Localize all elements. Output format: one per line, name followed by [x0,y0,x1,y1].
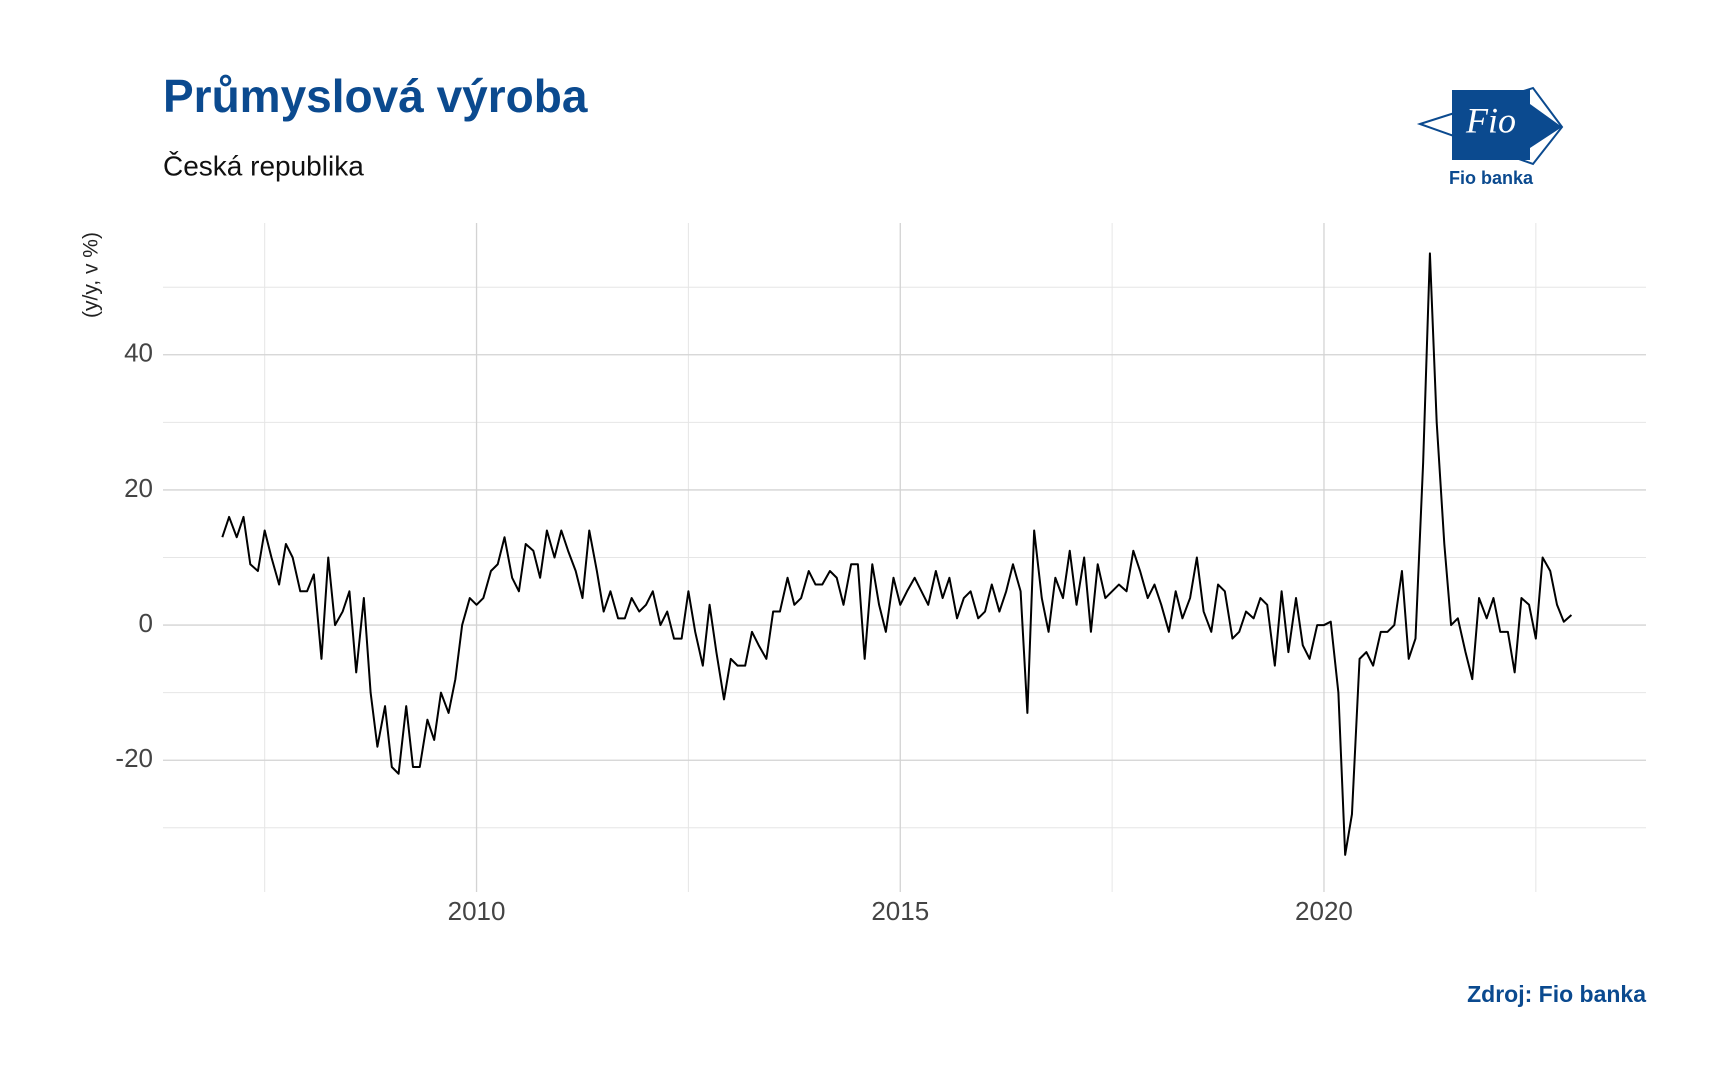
y-tick-label: 20 [124,473,153,503]
logo-name: Fio banka [1449,168,1534,188]
chart-subtitle: Česká republika [163,150,364,181]
y-axis-label: (y/y, v %) [80,232,103,318]
logo-mark: Fio [1465,100,1516,140]
source-note: Zdroj: Fio banka [1467,981,1646,1007]
x-tick-label: 2015 [871,896,929,926]
data-line [221,252,1573,856]
plot-area: -20 0 20 40 2010 2015 2020 [115,223,1646,926]
x-tick-label: 2010 [448,896,506,926]
logo-square [1452,90,1530,160]
y-tick-label: 0 [139,608,153,638]
chart-title: Průmyslová výroba [163,70,588,122]
logo-tip [1530,104,1562,148]
y-tick-label: -20 [115,743,153,773]
x-tick-label: 2020 [1295,896,1353,926]
y-tick-label: 40 [124,338,153,368]
logo: Fio Fio banka [1416,86,1564,188]
